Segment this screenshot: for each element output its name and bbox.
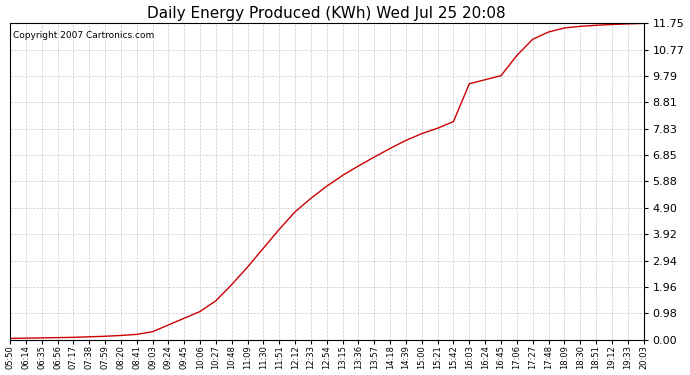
Title: Daily Energy Produced (KWh) Wed Jul 25 20:08: Daily Energy Produced (KWh) Wed Jul 25 2… [148,6,506,21]
Text: Copyright 2007 Cartronics.com: Copyright 2007 Cartronics.com [13,31,155,40]
